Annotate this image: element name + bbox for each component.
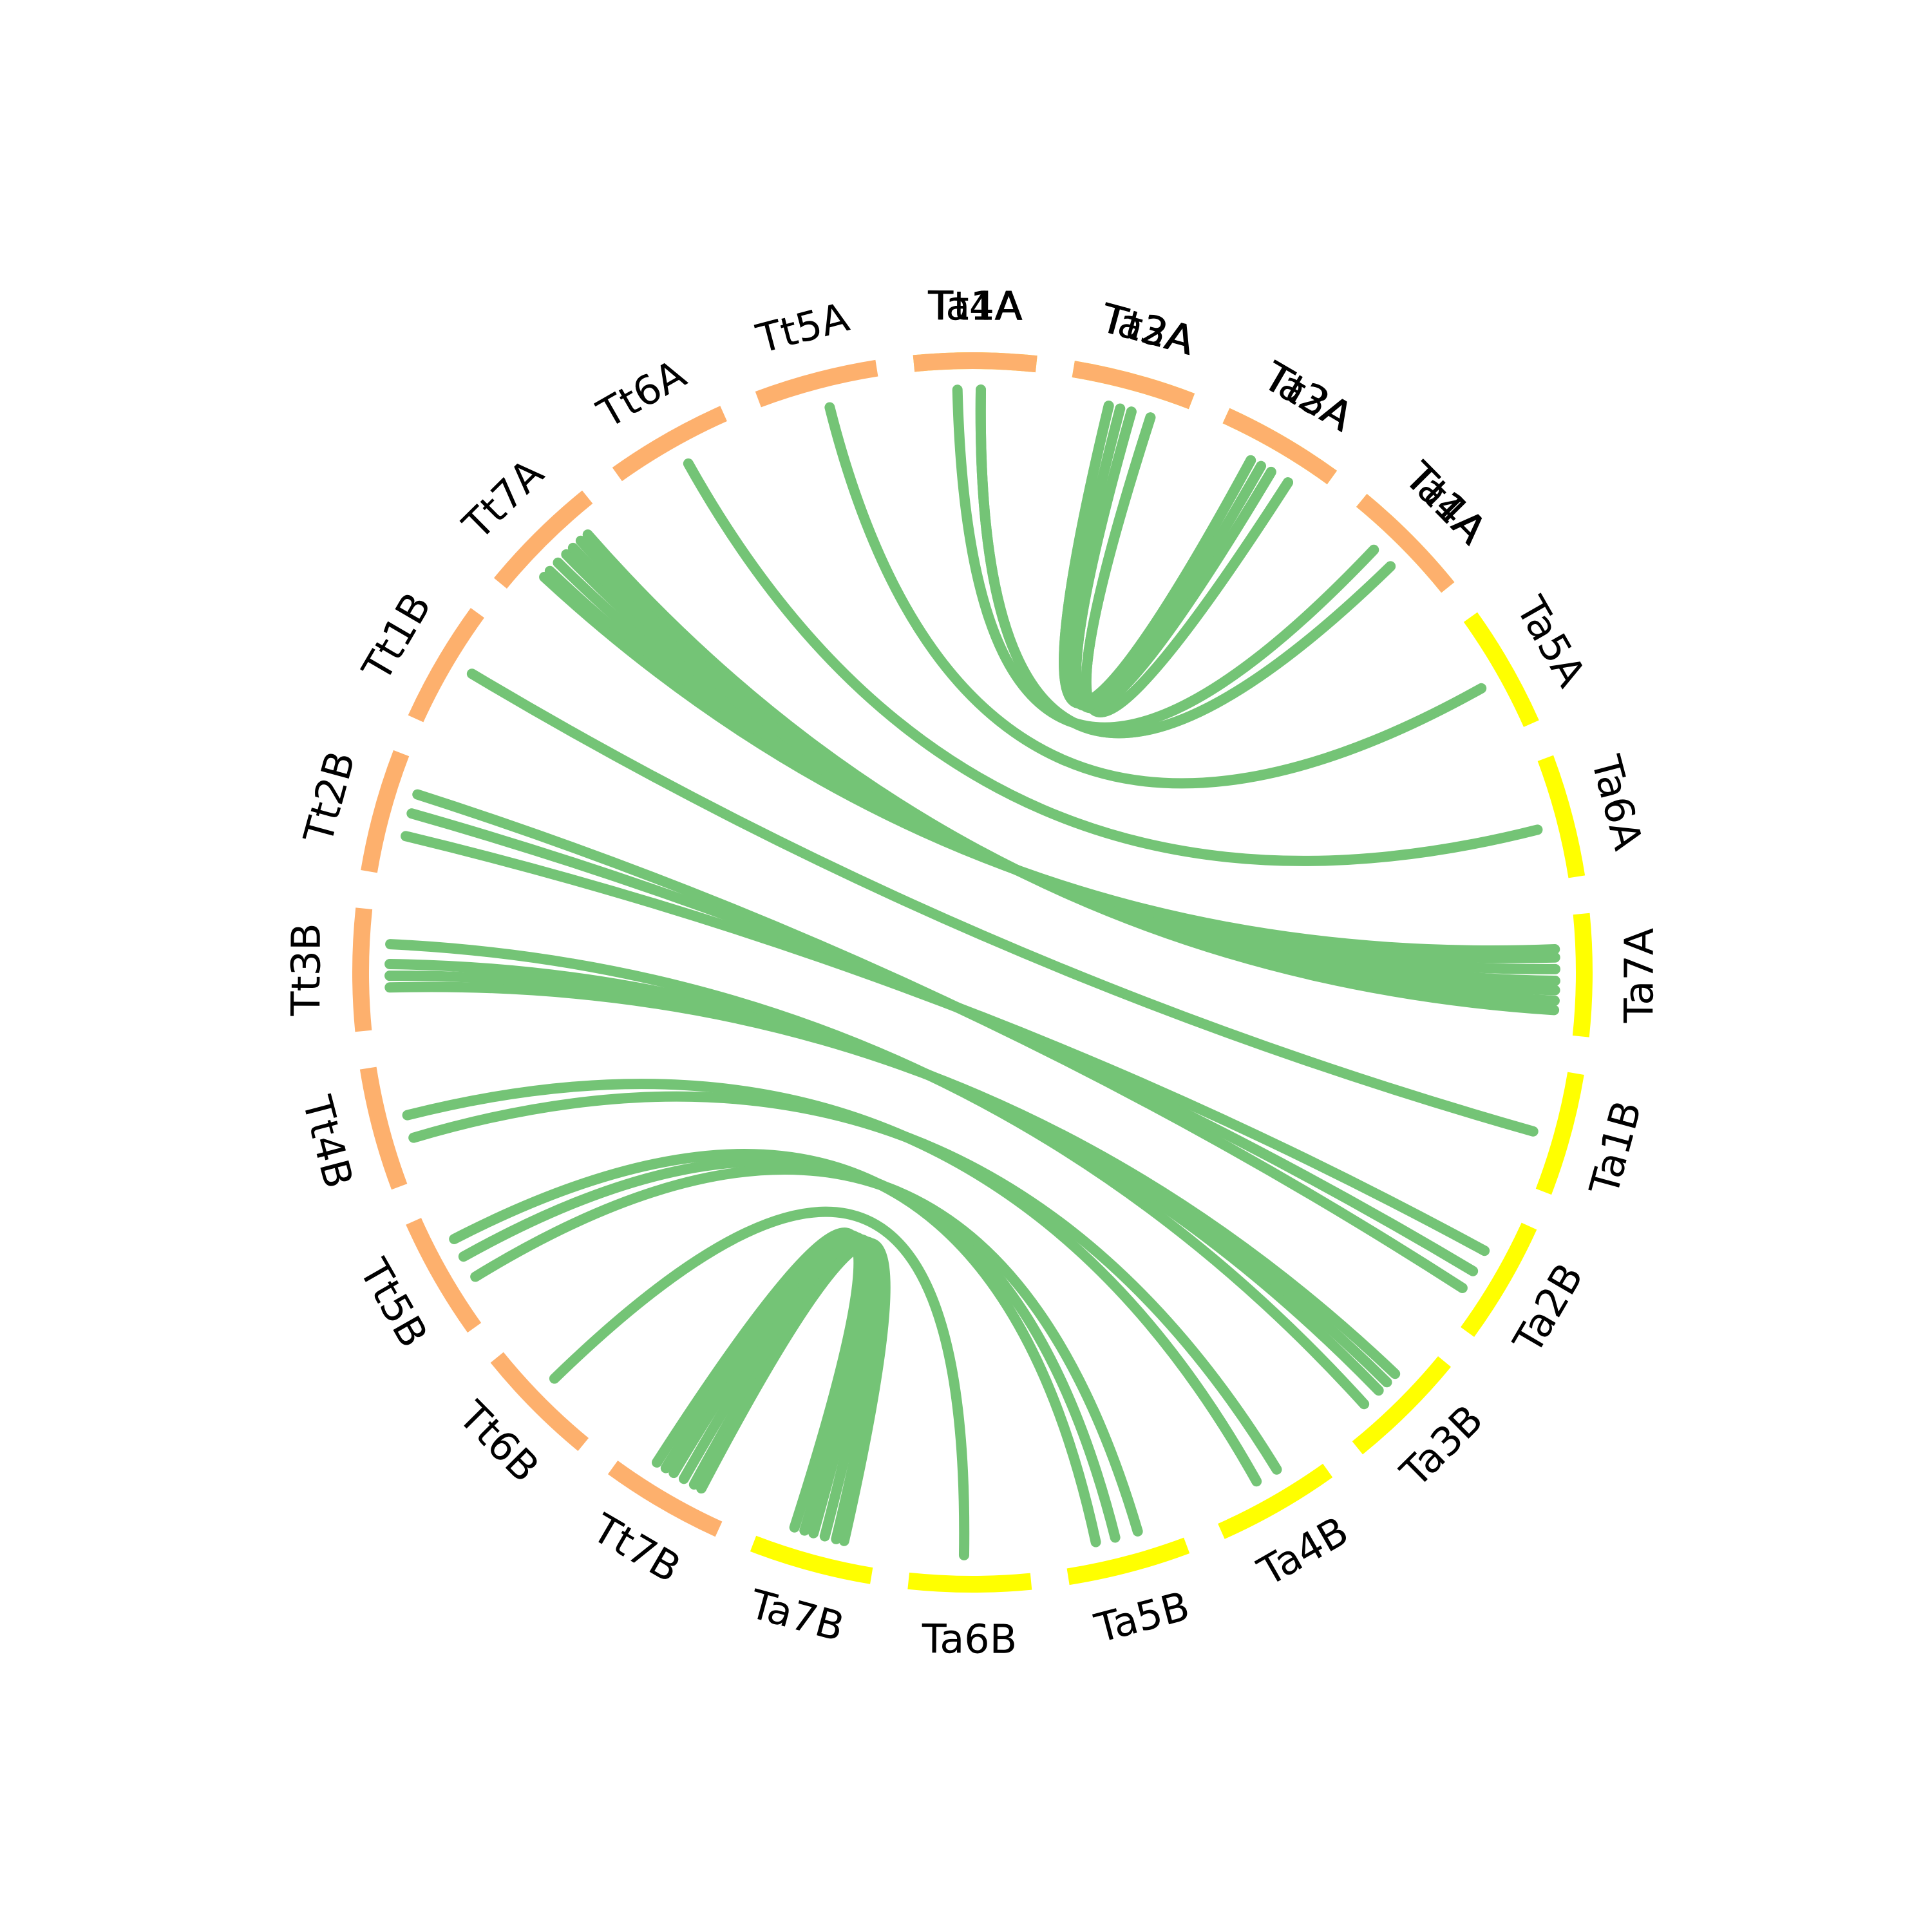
link-tt6a-ta6a [683,458,1543,866]
segment-arc-tt5a [755,359,878,408]
segment-arc-tt6a [612,406,727,482]
segment-label-ta5b: Ta5B [1090,1582,1194,1652]
links-layer [384,384,1560,1560]
link-tt1a-ta1a [975,384,1396,739]
segment-label-ta1b: Ta1B [1580,1095,1651,1200]
link-tt1a-ta1a [952,384,1379,733]
segment-label-ta6a: Ta6A [1582,750,1652,855]
link-tt7b-ta7b [696,1238,891,1546]
segment-arc-tt3a [1072,361,1195,410]
link-tt3b-ta3b [384,981,1401,1379]
segment-arc-tt7b [607,1461,723,1537]
segment-label-ta7b: Ta7B [744,1580,849,1651]
segment-label-tt2b: Tt2B [294,746,365,849]
segment-arc-tt1b [408,607,484,723]
segment-arc-ta4b [1218,1463,1333,1539]
segment-arc-tt6b [490,1352,589,1452]
segment-label-tt4b: Tt4B [293,1091,363,1193]
segment-arc-tt4b [359,1066,408,1190]
segment-arc-ta3b [1352,1356,1452,1455]
segment-arc-tt2b [361,750,410,873]
link-tt4b-ta4b [408,1091,1282,1475]
link-tt3b-ta3b [384,971,1392,1388]
segments-layer [352,352,1593,1593]
link-tt6b-ta6b [549,1206,970,1560]
segment-label-ta7a: Ta7A [1615,928,1663,1024]
segment-arc-tt2a [1222,408,1338,484]
segment-label-ta5a: Ta5A [1507,588,1595,694]
link-tt4a-ta4a [975,384,1396,739]
segment-arc-tt5b [406,1218,482,1333]
segment-label-tt7b: Tt7B [584,1504,688,1592]
link-tt3a-ta3a [1081,412,1293,717]
link-tt5b-ta5b [449,1149,1101,1548]
segment-label-tt6a: Tt6A [589,350,694,437]
segment-label-ta2b: Ta2B [1504,1255,1593,1361]
link-tt2b-ta2b [412,789,1468,1293]
segment-label-tt5a: Tt5A [752,293,854,363]
segment-label-tt1b: Tt1B [353,585,440,689]
segment-arc-ta5b [1066,1537,1190,1586]
segment-label-ta6b: Ta6B [922,1615,1018,1663]
segment-arc-ta6b [907,1572,1032,1593]
segment-arc-tt7a [493,490,593,589]
segment-arc-ta7b [750,1535,873,1584]
segment-arc-tt1a [1356,493,1455,593]
link-tt5a-ta5a [824,402,1487,789]
segment-arc-tt3b [352,907,373,1032]
link-tt7a-ta7a [582,529,1560,1016]
link-tt3a-ta3a [1065,403,1267,711]
segment-label-tt4a: Tt4A [928,282,1021,330]
segment-arc-tt4a [913,352,1037,373]
segment-arc-ta5a [1463,612,1539,727]
segment-label-ta4b: Ta4B [1250,1507,1356,1595]
segment-label-tt3b: Tt3B [282,923,330,1016]
segment-arc-ta2b [1461,1222,1537,1338]
segment-label-tt5b: Tt5B [350,1251,437,1355]
segment-arc-ta1b [1535,1072,1584,1195]
link-tt7b-ta7b [660,1229,869,1536]
segment-label-tt3a: Tt3A [1096,294,1198,365]
segment-arc-ta7a [1572,913,1593,1037]
segment-label-ta1a: Ta1A [927,282,1023,330]
segment-arc-ta6a [1537,755,1586,878]
link-tt1b-ta1b [466,668,1539,1137]
